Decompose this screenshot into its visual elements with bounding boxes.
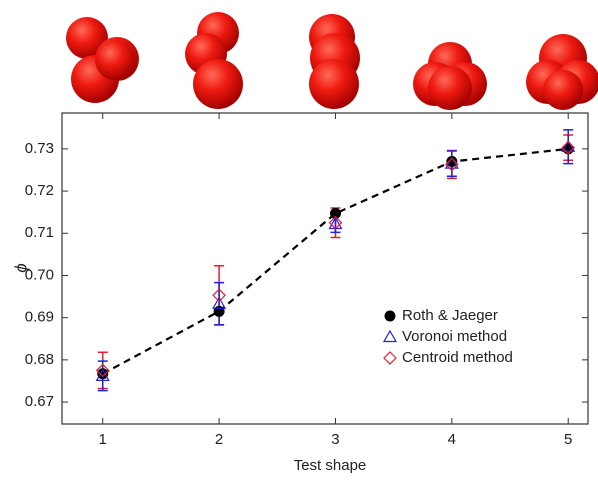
- x-tick-label: 5: [564, 431, 572, 448]
- legend-label: Roth & Jaeger: [402, 307, 498, 324]
- x-tick-label: 1: [99, 431, 107, 448]
- x-tick-label: 4: [448, 431, 456, 448]
- y-tick-label: 0.69: [25, 309, 54, 326]
- legend-marker: [385, 311, 396, 322]
- y-tick-label: 0.68: [25, 351, 54, 368]
- plot-frame: [62, 113, 588, 424]
- shape-images: [66, 12, 598, 110]
- y-tick-label: 0.73: [25, 140, 54, 157]
- y-tick-label: 0.67: [25, 393, 54, 410]
- legend-label: Centroid method: [402, 349, 513, 366]
- x-axis-label: Test shape: [294, 457, 367, 474]
- y-tick-label: 0.70: [25, 266, 54, 283]
- chart: Test shape ϕ 0.670.680.690.700.710.720.7…: [0, 0, 598, 476]
- x-tick-label: 3: [331, 431, 339, 448]
- legend-label: Voronoi method: [402, 328, 507, 345]
- x-tick-label: 2: [215, 431, 223, 448]
- y-tick-label: 0.71: [25, 224, 54, 241]
- legend-marker: [384, 352, 396, 364]
- legend-marker: [384, 331, 396, 342]
- y-tick-label: 0.72: [25, 182, 54, 199]
- point: [214, 306, 225, 317]
